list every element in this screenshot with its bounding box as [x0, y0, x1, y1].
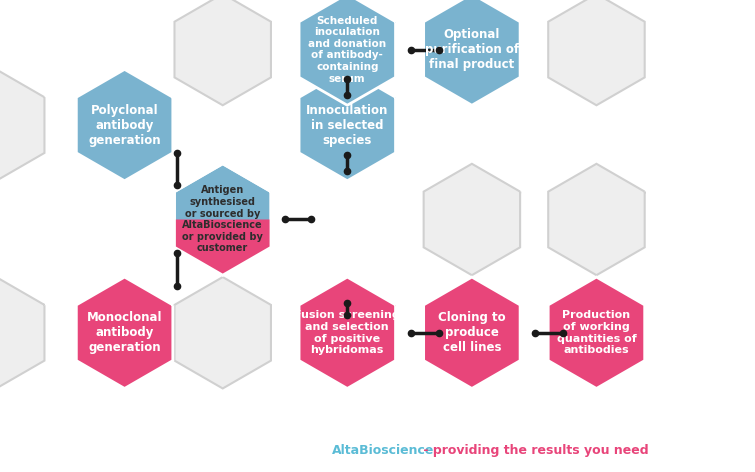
Text: Innoculation
in selected
species: Innoculation in selected species	[306, 103, 389, 147]
Text: Optional
purification of
final product: Optional purification of final product	[425, 28, 519, 71]
Polygon shape	[299, 0, 396, 105]
Polygon shape	[174, 164, 271, 275]
Polygon shape	[174, 219, 271, 275]
Polygon shape	[174, 0, 271, 105]
Polygon shape	[76, 69, 173, 181]
Polygon shape	[424, 277, 520, 388]
Polygon shape	[548, 277, 645, 388]
Polygon shape	[548, 0, 645, 105]
Polygon shape	[424, 0, 520, 105]
Polygon shape	[76, 277, 173, 388]
Polygon shape	[548, 164, 645, 275]
Text: Fusion screening
and selection
of positive
hybridomas: Fusion screening and selection of positi…	[294, 311, 400, 355]
Text: AltaBioscience: AltaBioscience	[332, 444, 435, 457]
Polygon shape	[0, 69, 45, 181]
Text: Production
of working
quantities of
antibodies: Production of working quantities of anti…	[556, 311, 636, 355]
Polygon shape	[299, 277, 396, 388]
Polygon shape	[174, 277, 271, 388]
Text: Monoclonal
antibody
generation: Monoclonal antibody generation	[87, 311, 162, 354]
Text: Cloning to
produce
cell lines: Cloning to produce cell lines	[438, 311, 506, 354]
Text: Antigen
synthesised
or sourced by
AltaBioscience
or provided by
customer: Antigen synthesised or sourced by AltaBi…	[182, 185, 263, 253]
Text: Polyclonal
antibody
generation: Polyclonal antibody generation	[88, 103, 161, 147]
Text: - providing the results you need: - providing the results you need	[419, 444, 649, 457]
Text: Scheduled
inoculation
and donation
of antibody-
containing
serum: Scheduled inoculation and donation of an…	[308, 16, 387, 84]
Polygon shape	[0, 277, 45, 388]
Polygon shape	[299, 69, 396, 181]
Polygon shape	[424, 164, 520, 275]
